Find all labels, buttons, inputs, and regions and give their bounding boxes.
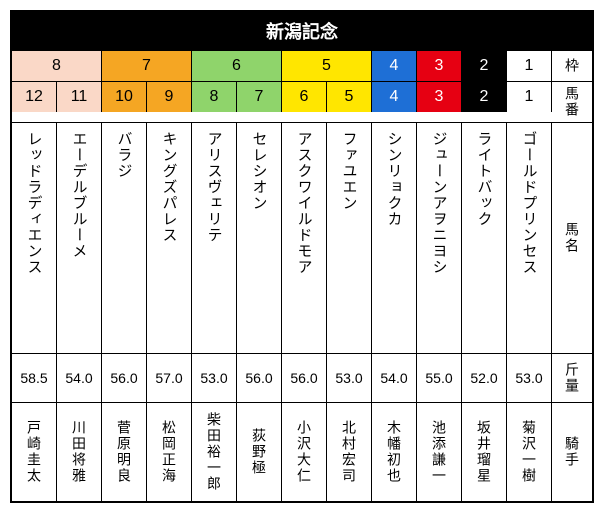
umaban-cell: 9 (147, 82, 192, 112)
header-name: 馬名 (552, 123, 592, 353)
weight-row: 58.554.056.057.053.056.056.053.054.055.0… (12, 353, 592, 402)
weight-cell: 58.5 (12, 354, 57, 402)
horse-name-cell: キングズパレス (147, 123, 192, 353)
waku-cell: 3 (417, 51, 462, 81)
waku-cell: 4 (372, 51, 417, 81)
weight-cell: 53.0 (327, 354, 372, 402)
jockey-cell: 木幡初也 (372, 403, 417, 501)
name-row: レッドラディエンスエーデルブルーメバラジキングズパレスアリスヴェリテセレシオンア… (12, 122, 592, 353)
header-weight: 斤量 (552, 354, 592, 402)
weight-cell: 52.0 (462, 354, 507, 402)
umaban-cell: 8 (192, 82, 237, 112)
waku-cell: 5 (282, 51, 372, 81)
weight-cell: 56.0 (237, 354, 282, 402)
jockey-row: 戸崎圭太川田将雅菅原明良松岡正海柴田裕一郎荻野極小沢大仁北村宏司木幡初也池添謙一… (12, 402, 592, 501)
umaban-cell: 11 (57, 82, 102, 112)
weight-cell: 53.0 (192, 354, 237, 402)
jockey-cell: 川田将雅 (57, 403, 102, 501)
waku-cell: 7 (102, 51, 192, 81)
jockey-cell: 坂井瑠星 (462, 403, 507, 501)
umaban-cell: 12 (12, 82, 57, 112)
waku-cell: 8 (12, 51, 102, 81)
umaban-cell: 10 (102, 82, 147, 112)
horse-name-cell: ゴールドプリンセス (507, 123, 552, 353)
jockey-cell: 戸崎圭太 (12, 403, 57, 501)
umaban-cell: 1 (507, 82, 552, 112)
weight-cell: 54.0 (372, 354, 417, 402)
jockey-cell: 菅原明良 (102, 403, 147, 501)
horse-name-cell: アリスヴェリテ (192, 123, 237, 353)
header-jockey: 騎手 (552, 403, 592, 501)
horse-name-cell: ファユエン (327, 123, 372, 353)
horse-name-cell: レッドラディエンス (12, 123, 57, 353)
weight-cell: 55.0 (417, 354, 462, 402)
waku-cell: 1 (507, 51, 552, 81)
jockey-cell: 小沢大仁 (282, 403, 327, 501)
jockey-cell: 松岡正海 (147, 403, 192, 501)
weight-cell: 56.0 (282, 354, 327, 402)
race-table: 新潟記念 87654321枠 121110987654321馬番 レッドラディエ… (10, 10, 594, 503)
header-umaban: 馬番 (552, 82, 592, 122)
jockey-cell: 荻野極 (237, 403, 282, 501)
umaban-cell: 5 (327, 82, 372, 112)
umaban-cell: 3 (417, 82, 462, 112)
jockey-cell: 池添謙一 (417, 403, 462, 501)
horse-name-cell: シンリョクカ (372, 123, 417, 353)
horse-name-cell: アスクワイルドモア (282, 123, 327, 353)
weight-cell: 54.0 (57, 354, 102, 402)
waku-cell: 2 (462, 51, 507, 81)
waku-row: 87654321枠 (12, 50, 592, 81)
horse-name-cell: エーデルブルーメ (57, 123, 102, 353)
weight-cell: 57.0 (147, 354, 192, 402)
umaban-cell: 2 (462, 82, 507, 112)
weight-cell: 53.0 (507, 354, 552, 402)
umaban-cell: 4 (372, 82, 417, 112)
waku-cell: 6 (192, 51, 282, 81)
race-title: 新潟記念 (12, 12, 592, 50)
weight-cell: 56.0 (102, 354, 147, 402)
horse-name-cell: ジューンアヲニヨシ (417, 123, 462, 353)
jockey-cell: 柴田裕一郎 (192, 403, 237, 501)
umaban-row: 121110987654321馬番 (12, 81, 592, 122)
umaban-cell: 7 (237, 82, 282, 112)
horse-name-cell: バラジ (102, 123, 147, 353)
horse-name-cell: セレシオン (237, 123, 282, 353)
jockey-cell: 北村宏司 (327, 403, 372, 501)
jockey-cell: 菊沢一樹 (507, 403, 552, 501)
horse-name-cell: ライトバック (462, 123, 507, 353)
header-waku: 枠 (552, 51, 592, 81)
umaban-cell: 6 (282, 82, 327, 112)
